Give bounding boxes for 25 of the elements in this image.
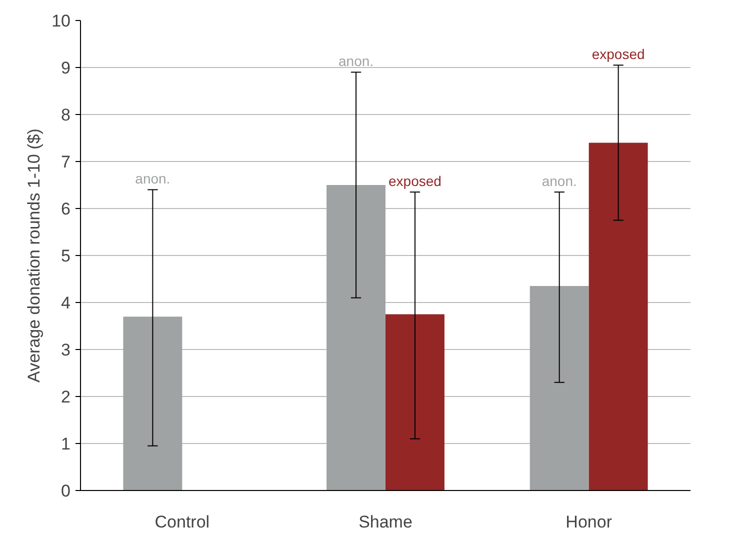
y-tick-label: 10	[52, 12, 71, 30]
y-tick-label: 4	[61, 294, 71, 312]
text: anon.	[338, 53, 374, 70]
y-tick-label: 7	[61, 152, 71, 172]
x-tick-label: Control	[154, 512, 210, 532]
y-tick-label: 1	[61, 434, 71, 454]
bar	[386, 314, 444, 490]
y-tick-label: 5	[61, 246, 71, 266]
text: anon.	[135, 170, 170, 187]
y-tick-label: 3	[61, 340, 71, 360]
bar	[530, 286, 589, 490]
y-axis-title: Average donation rounds 1-10 ($)	[24, 128, 44, 382]
bar	[326, 185, 386, 490]
x-tick-label: Shame	[358, 512, 412, 532]
y-tick-label: 9	[61, 58, 71, 78]
text: exposed	[388, 173, 442, 190]
text: exposed	[592, 46, 645, 62]
x-tick-label: Honor	[566, 512, 612, 532]
y-tick-label: 6	[61, 200, 71, 218]
text: anon.	[542, 173, 577, 190]
bar	[588, 142, 648, 490]
y-tick-label: 0	[61, 482, 71, 500]
bar	[123, 316, 182, 490]
y-tick-label: 2	[61, 388, 71, 406]
y-tick-label: 8	[61, 106, 71, 124]
